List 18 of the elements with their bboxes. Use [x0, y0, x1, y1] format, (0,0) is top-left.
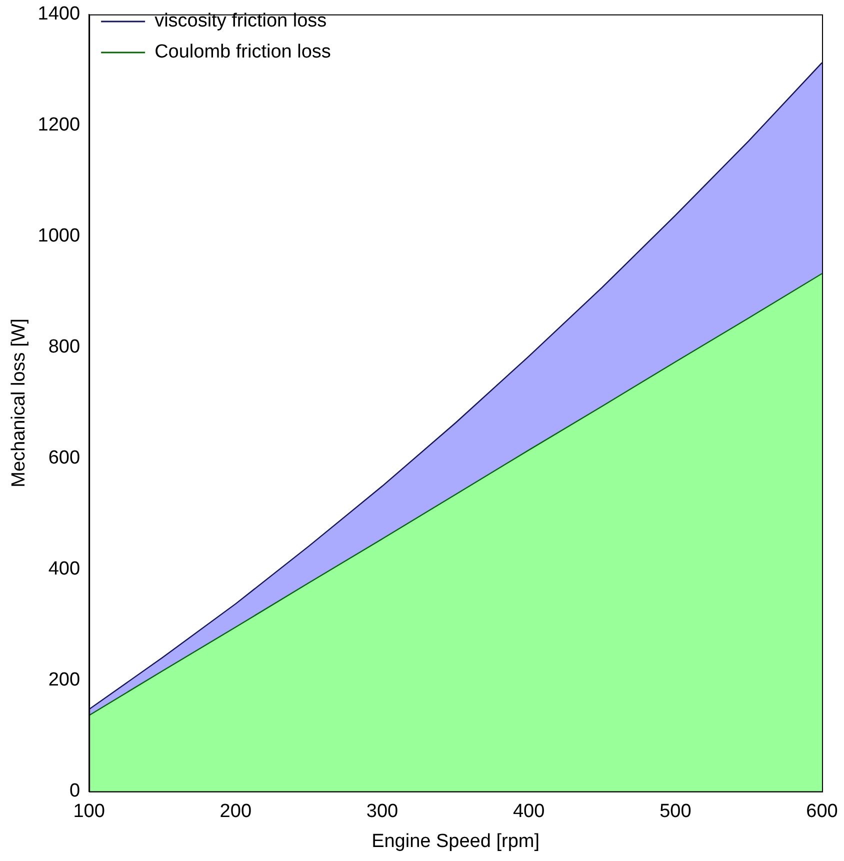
y-tick-label: 200: [48, 670, 80, 691]
x-tick-label: 400: [512, 801, 545, 822]
y-tick-label: 800: [48, 336, 80, 358]
x-tick-label: 600: [806, 801, 838, 822]
x-tick-label: 100: [73, 801, 105, 822]
y-tick-label: 1000: [38, 226, 80, 247]
x-tick-label: 300: [366, 801, 398, 822]
x-axis-title: Engine Speed [rpm]: [372, 830, 540, 852]
y-axis-title: Mechanical loss [W]: [8, 318, 30, 488]
x-tick-label: 500: [660, 801, 692, 822]
y-tick-label: 400: [48, 558, 80, 580]
x-tick-label: 200: [220, 801, 252, 822]
y-tick-label: 1200: [38, 114, 80, 136]
y-tick-label: 1400: [38, 4, 80, 25]
legend-label: Coulomb friction loss: [154, 42, 331, 63]
y-tick-label: 0: [69, 780, 80, 802]
y-tick-label: 600: [48, 448, 80, 469]
legend-label: viscosity friction loss: [154, 10, 327, 32]
